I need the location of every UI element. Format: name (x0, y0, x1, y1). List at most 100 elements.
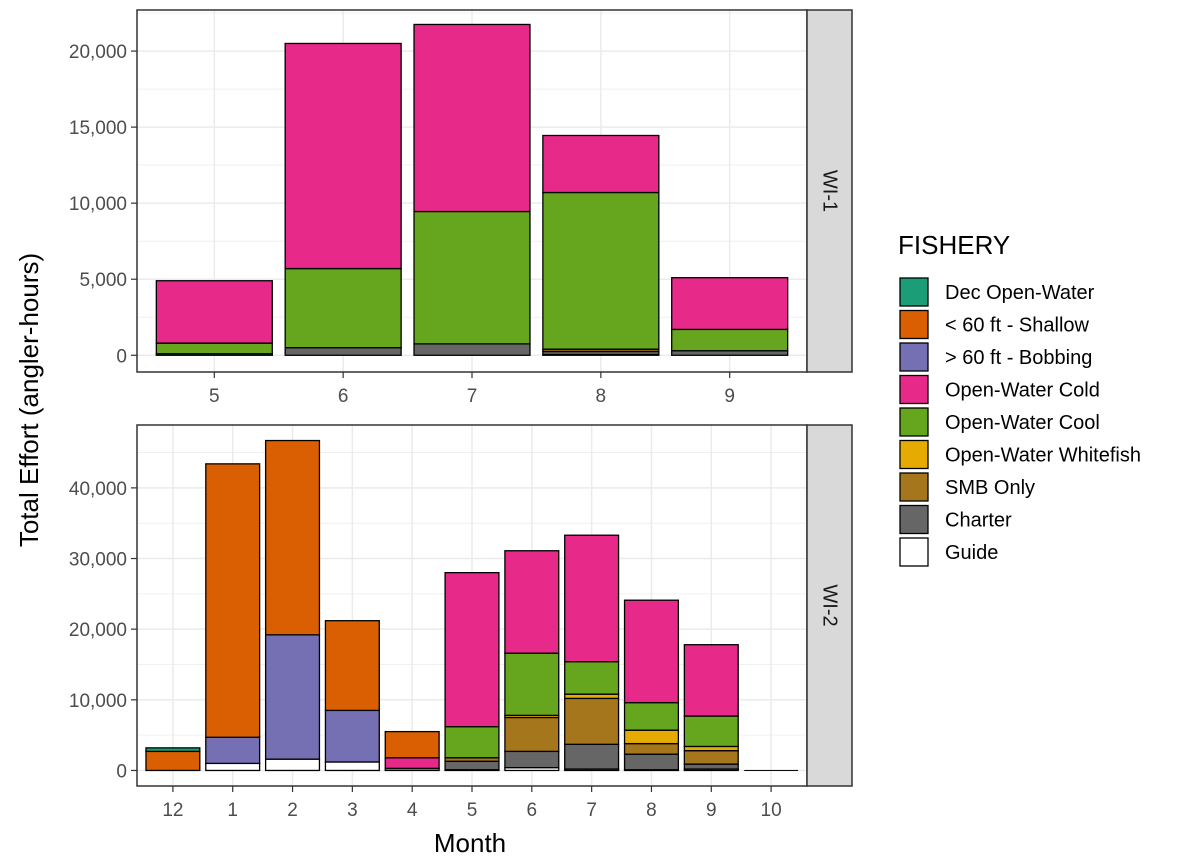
y-tick-label: 10,000 (69, 194, 127, 215)
bar-segment (284, 42, 402, 270)
y-tick-label: 20,000 (69, 620, 127, 641)
x-tick-label: 7 (467, 386, 478, 407)
facet-label: WI-2 (819, 584, 841, 626)
bar-segment (744, 769, 799, 771)
bar-segment (683, 750, 739, 765)
bar-segment (324, 709, 380, 763)
bar-segment (205, 463, 261, 738)
bar-segment (145, 747, 201, 753)
legend-title: FISHERY (898, 230, 1010, 260)
facet-strip (806, 9, 853, 373)
x-tick-label: 9 (706, 800, 717, 821)
bar-segment (564, 697, 620, 745)
y-tick-label: 20,000 (69, 42, 127, 63)
bar-segment (564, 534, 620, 663)
bar-segment (444, 571, 500, 728)
x-tick-label: 4 (407, 800, 418, 821)
x-tick-label: 1 (227, 800, 238, 821)
legend-label: Open-Water Cool (945, 412, 1100, 434)
y-tick-label: 15,000 (69, 118, 127, 139)
bar-segment (564, 661, 620, 695)
x-tick-label: 2 (287, 800, 298, 821)
bar-segment (623, 742, 680, 755)
y-axis-title: Total Effort (angler-hours) (14, 253, 44, 547)
bar-segment (623, 701, 680, 731)
bar-segment (324, 761, 380, 772)
bar-segment (264, 634, 321, 760)
bar-segment (145, 750, 201, 772)
x-tick-label: 7 (586, 800, 597, 821)
panel-wi-1: 0 5,000 10,000 15,000 20,000 5 6 7 8 9 WI-1 (69, 9, 853, 407)
legend-key (899, 407, 929, 437)
bar-segment (683, 644, 739, 717)
legend-label: > 60 ft - Bobbing (945, 347, 1092, 369)
bar-segment (155, 280, 273, 344)
x-tick-label: 6 (338, 386, 349, 407)
facet-label: WI-1 (819, 170, 841, 212)
y-tick-label: 5,000 (79, 270, 127, 291)
bar-segment (413, 343, 531, 356)
bar-segment (413, 210, 531, 345)
bar-segment (623, 729, 680, 745)
y-tick-label: 40,000 (69, 479, 127, 500)
bar-segment (623, 753, 680, 771)
legend-key (899, 374, 929, 405)
bar-segment (284, 347, 402, 356)
bar-segment (504, 550, 560, 654)
bar-segment (542, 191, 660, 350)
bar-segment (444, 726, 500, 759)
legend-key (899, 439, 929, 470)
y-tick-label: 0 (116, 761, 127, 782)
legend-label: Dec Open-Water (945, 282, 1095, 304)
legend-key (899, 472, 929, 502)
bar-segment (683, 715, 739, 748)
x-tick-label: 3 (347, 800, 358, 821)
x-tick-label: 6 (527, 800, 538, 821)
legend-label: < 60 ft - Shallow (945, 315, 1090, 337)
bar-segment (683, 763, 739, 770)
x-axis-title: Month (434, 828, 506, 858)
x-tick-label: 12 (162, 800, 183, 821)
facet-strip (806, 424, 853, 787)
y-tick-label: 0 (116, 346, 127, 367)
legend-key (899, 504, 929, 535)
bar-segment (504, 716, 560, 753)
bar-segment (444, 760, 500, 771)
y-tick-label: 10,000 (69, 691, 127, 712)
legend-key (899, 309, 929, 340)
bar-segment (671, 277, 789, 331)
bar-segment (384, 730, 440, 759)
legend-label: Open-Water Cold (945, 380, 1100, 402)
bar-segment (413, 23, 531, 213)
y-tick-label: 30,000 (69, 550, 127, 571)
bar-segment (504, 652, 560, 717)
legend-key (899, 537, 929, 567)
bar-segment (155, 342, 273, 355)
x-tick-label: 9 (724, 386, 735, 407)
bar-segment (384, 757, 440, 769)
x-tick-label: 5 (209, 386, 220, 407)
bar-segment (542, 134, 660, 194)
bar-segment (623, 599, 680, 704)
bar-segment (324, 620, 380, 712)
bar-segment (671, 328, 789, 352)
bar-segment (671, 350, 789, 356)
legend-label: SMB Only (945, 477, 1035, 499)
legend-label: Charter (945, 510, 1012, 532)
bar-segment (264, 758, 321, 772)
legend-key (899, 277, 929, 307)
bar-segment (205, 762, 261, 772)
bar-segment (504, 750, 560, 769)
legend-label: Open-Water Whitefish (945, 445, 1141, 467)
x-tick-label: 8 (596, 386, 607, 407)
legend-key (899, 342, 929, 372)
bar-segment (284, 267, 402, 349)
legend: Dec Open-Water < 60 ft - Shallow > 60 ft -… (899, 277, 1141, 567)
bar-segment (205, 736, 261, 765)
x-tick-label: 8 (646, 800, 657, 821)
x-tick-label: 10 (761, 800, 782, 821)
bar-segment (264, 439, 321, 636)
x-tick-label: 5 (467, 800, 478, 821)
